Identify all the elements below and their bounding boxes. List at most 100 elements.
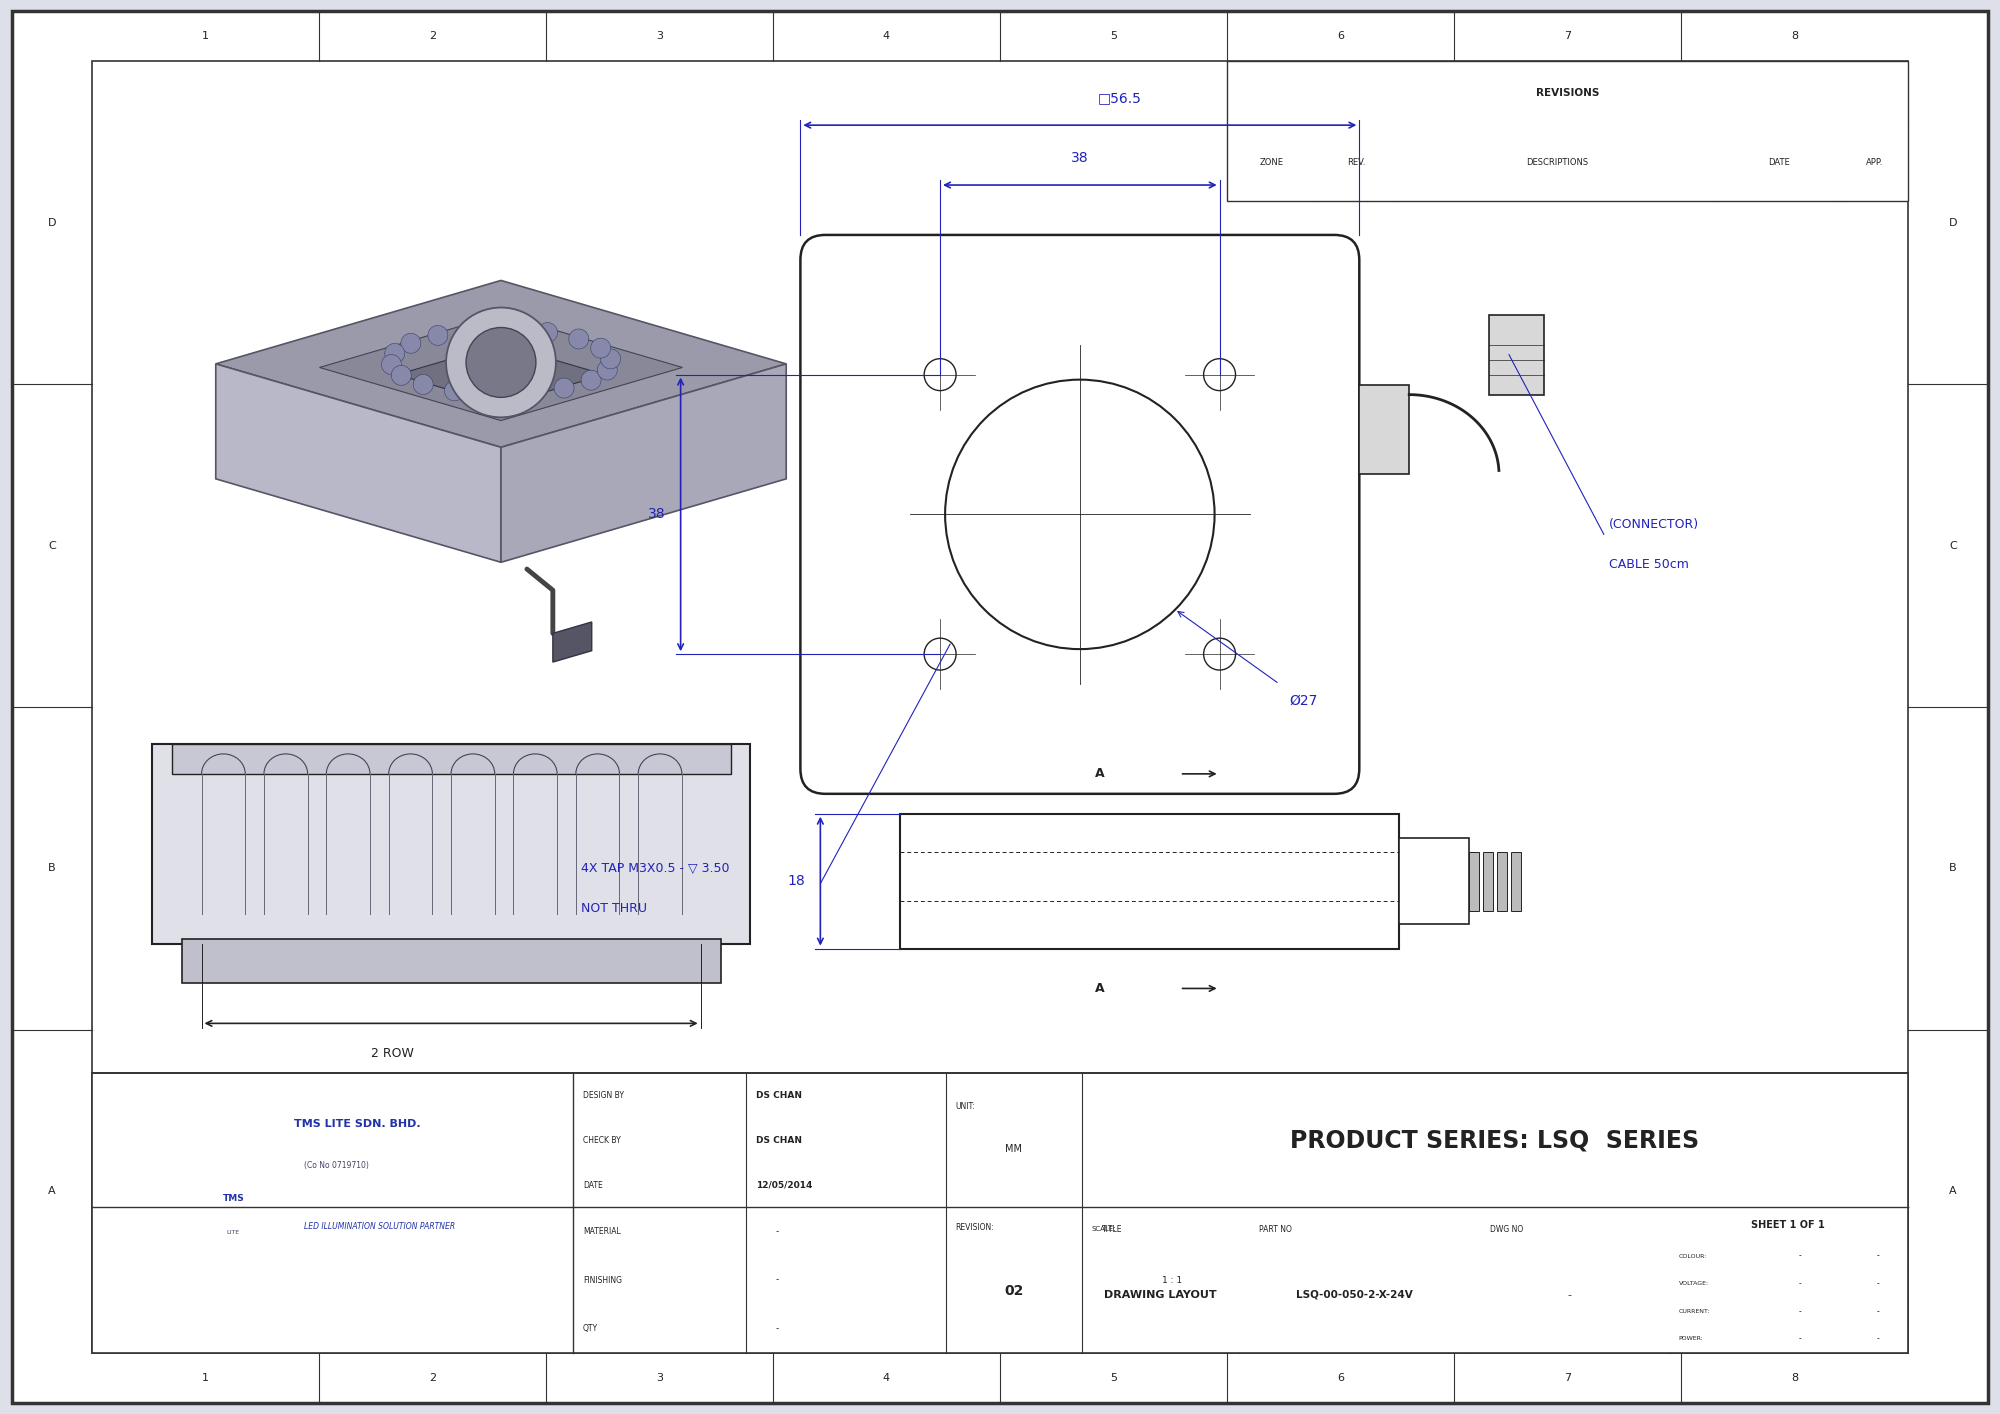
Text: LSQ-00-050-2-X-24V: LSQ-00-050-2-X-24V — [1296, 1290, 1412, 1299]
Text: FINISHING: FINISHING — [584, 1275, 622, 1284]
Text: LITE: LITE — [226, 1230, 240, 1236]
Text: 7: 7 — [1564, 31, 1572, 41]
Circle shape — [188, 1168, 278, 1258]
Text: LED ILLUMINATION SOLUTION PARTNER: LED ILLUMINATION SOLUTION PARTNER — [304, 1223, 456, 1232]
Circle shape — [568, 329, 588, 349]
Text: -: - — [1798, 1307, 1802, 1316]
Text: CHECK BY: CHECK BY — [584, 1135, 620, 1145]
Text: TMS LITE SDN. BHD.: TMS LITE SDN. BHD. — [294, 1118, 420, 1128]
Text: -: - — [1568, 1290, 1572, 1299]
Polygon shape — [500, 363, 786, 563]
Bar — [92, 1073, 1908, 1353]
Circle shape — [500, 320, 520, 339]
Polygon shape — [216, 363, 500, 563]
Text: POWER:: POWER: — [1678, 1336, 1704, 1342]
Polygon shape — [552, 622, 592, 662]
Text: CABLE 50cm: CABLE 50cm — [1608, 557, 1688, 571]
Text: A: A — [1950, 1186, 1956, 1196]
Text: B: B — [1950, 864, 1956, 874]
Text: -: - — [776, 1324, 778, 1333]
Circle shape — [462, 321, 482, 341]
Bar — [1400, 839, 1470, 925]
Polygon shape — [398, 345, 604, 404]
Text: DESIGN BY: DESIGN BY — [584, 1092, 624, 1100]
Text: -: - — [1876, 1280, 1880, 1288]
Bar — [1490, 315, 1544, 395]
Bar — [172, 744, 730, 773]
Text: 5: 5 — [1110, 1373, 1118, 1383]
Text: C: C — [1950, 540, 1956, 550]
Text: 2: 2 — [428, 31, 436, 41]
Text: 5: 5 — [1110, 31, 1118, 41]
Text: -: - — [1798, 1251, 1802, 1261]
Polygon shape — [216, 280, 786, 447]
Bar — [1470, 851, 1480, 911]
Text: NOT THRU: NOT THRU — [580, 902, 646, 915]
Circle shape — [590, 338, 610, 358]
Circle shape — [428, 325, 448, 345]
Text: -: - — [776, 1227, 778, 1236]
Bar — [152, 744, 750, 943]
Text: DESCRIPTIONS: DESCRIPTIONS — [1526, 158, 1588, 167]
Text: -: - — [1876, 1335, 1880, 1343]
Text: VOLTAGE:: VOLTAGE: — [1678, 1281, 1708, 1287]
Text: DS CHAN: DS CHAN — [756, 1092, 802, 1100]
Circle shape — [384, 344, 404, 363]
Circle shape — [600, 349, 620, 369]
Bar — [1510, 851, 1520, 911]
Text: 8: 8 — [1792, 1373, 1798, 1383]
Text: -: - — [1798, 1280, 1802, 1288]
Text: 4X TAP M3X0.5 - ▽ 3.50: 4X TAP M3X0.5 - ▽ 3.50 — [580, 863, 730, 875]
Text: REV.: REV. — [1348, 158, 1366, 167]
Circle shape — [582, 370, 602, 390]
Text: 02: 02 — [1004, 1284, 1024, 1298]
Text: 6: 6 — [1338, 1373, 1344, 1383]
Circle shape — [444, 380, 464, 400]
Text: MATERIAL: MATERIAL — [584, 1227, 620, 1236]
Text: PRODUCT SERIES: LSQ  SERIES: PRODUCT SERIES: LSQ SERIES — [1290, 1128, 1700, 1152]
Text: 1: 1 — [202, 1373, 208, 1383]
Text: 1: 1 — [202, 31, 208, 41]
Bar — [900, 814, 1400, 949]
Circle shape — [382, 355, 402, 375]
Circle shape — [520, 383, 540, 403]
Circle shape — [392, 365, 412, 385]
Text: -: - — [1876, 1307, 1880, 1316]
Text: REVISION:: REVISION: — [956, 1223, 994, 1232]
Text: -: - — [1876, 1251, 1880, 1261]
Text: UNIT:: UNIT: — [956, 1103, 976, 1111]
Circle shape — [554, 378, 574, 399]
Text: A: A — [48, 1186, 56, 1196]
Text: 7: 7 — [1564, 1373, 1572, 1383]
Bar — [1228, 61, 1908, 201]
Text: C: C — [48, 540, 56, 550]
Circle shape — [946, 379, 1214, 649]
Circle shape — [1204, 359, 1236, 390]
Text: PART NO: PART NO — [1258, 1225, 1292, 1233]
Text: 38: 38 — [1072, 151, 1088, 165]
Text: 18: 18 — [788, 874, 806, 888]
Text: DWG NO: DWG NO — [1490, 1225, 1524, 1233]
Text: APP.: APP. — [1866, 158, 1882, 167]
Circle shape — [924, 638, 956, 670]
Bar — [1484, 851, 1494, 911]
Text: B: B — [48, 864, 56, 874]
Text: 12/05/2014: 12/05/2014 — [756, 1181, 812, 1189]
Text: A: A — [1094, 768, 1104, 781]
Text: COLOUR:: COLOUR: — [1678, 1254, 1706, 1258]
Text: D: D — [48, 218, 56, 228]
Circle shape — [466, 328, 536, 397]
Text: 4: 4 — [882, 1373, 890, 1383]
Circle shape — [482, 383, 502, 404]
Text: DRAWING LAYOUT: DRAWING LAYOUT — [1104, 1290, 1216, 1299]
Text: 2: 2 — [428, 1373, 436, 1383]
Text: 8: 8 — [1792, 31, 1798, 41]
Text: 2 ROW: 2 ROW — [372, 1046, 414, 1060]
Text: 6: 6 — [1338, 31, 1344, 41]
Text: MM: MM — [1006, 1144, 1022, 1154]
Text: DATE: DATE — [1768, 158, 1790, 167]
Text: □56.5: □56.5 — [1098, 90, 1142, 105]
FancyBboxPatch shape — [800, 235, 1360, 793]
Polygon shape — [320, 314, 682, 420]
Bar — [182, 939, 720, 984]
